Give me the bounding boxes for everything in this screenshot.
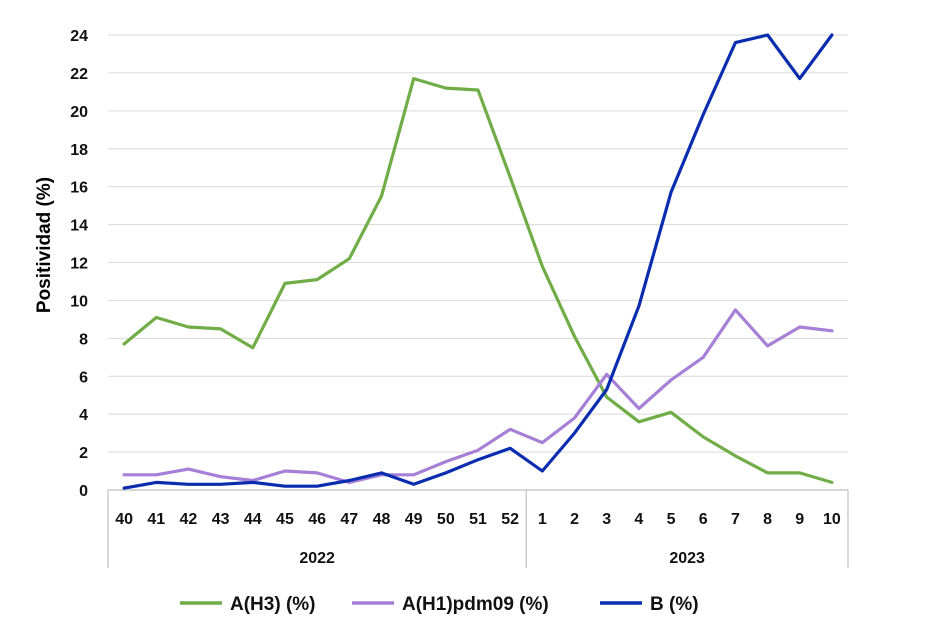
x-tick-label: 48 (373, 511, 391, 528)
y-tick-label: 24 (70, 28, 88, 45)
y-axis-label: Positividad (%) (34, 177, 55, 313)
y-tick-label: 0 (79, 483, 88, 500)
year-group-label: 2023 (669, 550, 705, 567)
y-tick-label: 6 (79, 369, 88, 386)
y-tick-label: 18 (70, 142, 88, 159)
legend: A(H3) (%) A(H1)pdm09 (%) B (%) (180, 594, 699, 615)
x-axis-ticks: 40 41 42 43 44 45 46 47 48 49 50 51 52 1 2 3 4 5 6 7 8 9 10202… (115, 511, 841, 567)
y-tick-label: 10 (70, 293, 88, 310)
x-tick-label: 4 (634, 511, 643, 528)
x-tick-label: 49 (405, 511, 423, 528)
x-tick-label: 3 (602, 511, 611, 528)
y-tick-label: 2 (79, 445, 88, 462)
x-tick-label: 41 (147, 511, 165, 528)
x-tick-label: 8 (763, 511, 772, 528)
series-lines (122, 33, 834, 490)
x-tick-label: 40 (115, 511, 133, 528)
y-tick-label: 14 (70, 218, 88, 235)
x-tick-label: 10 (823, 511, 841, 528)
x-tick-label: 42 (180, 511, 198, 528)
legend-label: A(H1)pdm09 (%) (402, 594, 549, 615)
x-tick-label: 1 (538, 511, 547, 528)
x-tick-label: 6 (699, 511, 708, 528)
x-tick-label: 44 (244, 511, 262, 528)
y-tick-label: 12 (70, 256, 88, 273)
year-group-label: 2022 (299, 550, 335, 567)
legend-label: B (%) (650, 594, 699, 615)
y-tick-label: 4 (79, 407, 88, 424)
x-axis (107, 489, 849, 568)
x-tick-label: 52 (501, 511, 519, 528)
y-tick-label: 20 (70, 104, 88, 121)
gridlines (108, 34, 848, 453)
legend-label: A(H3) (%) (230, 594, 316, 615)
series-line-1 (122, 76, 834, 484)
x-tick-label: 2 (570, 511, 579, 528)
x-tick-label: 43 (212, 511, 230, 528)
series-line-2 (122, 308, 834, 484)
x-tick-label: 46 (308, 511, 326, 528)
x-tick-label: 45 (276, 511, 294, 528)
x-tick-label: 47 (340, 511, 358, 528)
y-tick-label: 8 (79, 331, 88, 348)
x-tick-label: 7 (731, 511, 740, 528)
y-tick-label: 16 (70, 180, 88, 197)
x-tick-label: 51 (469, 511, 487, 528)
y-tick-label: 22 (70, 66, 88, 83)
series-line-3 (122, 33, 834, 490)
x-tick-label: 9 (795, 511, 804, 528)
x-tick-label: 5 (667, 511, 676, 528)
x-tick-label: 50 (437, 511, 455, 528)
